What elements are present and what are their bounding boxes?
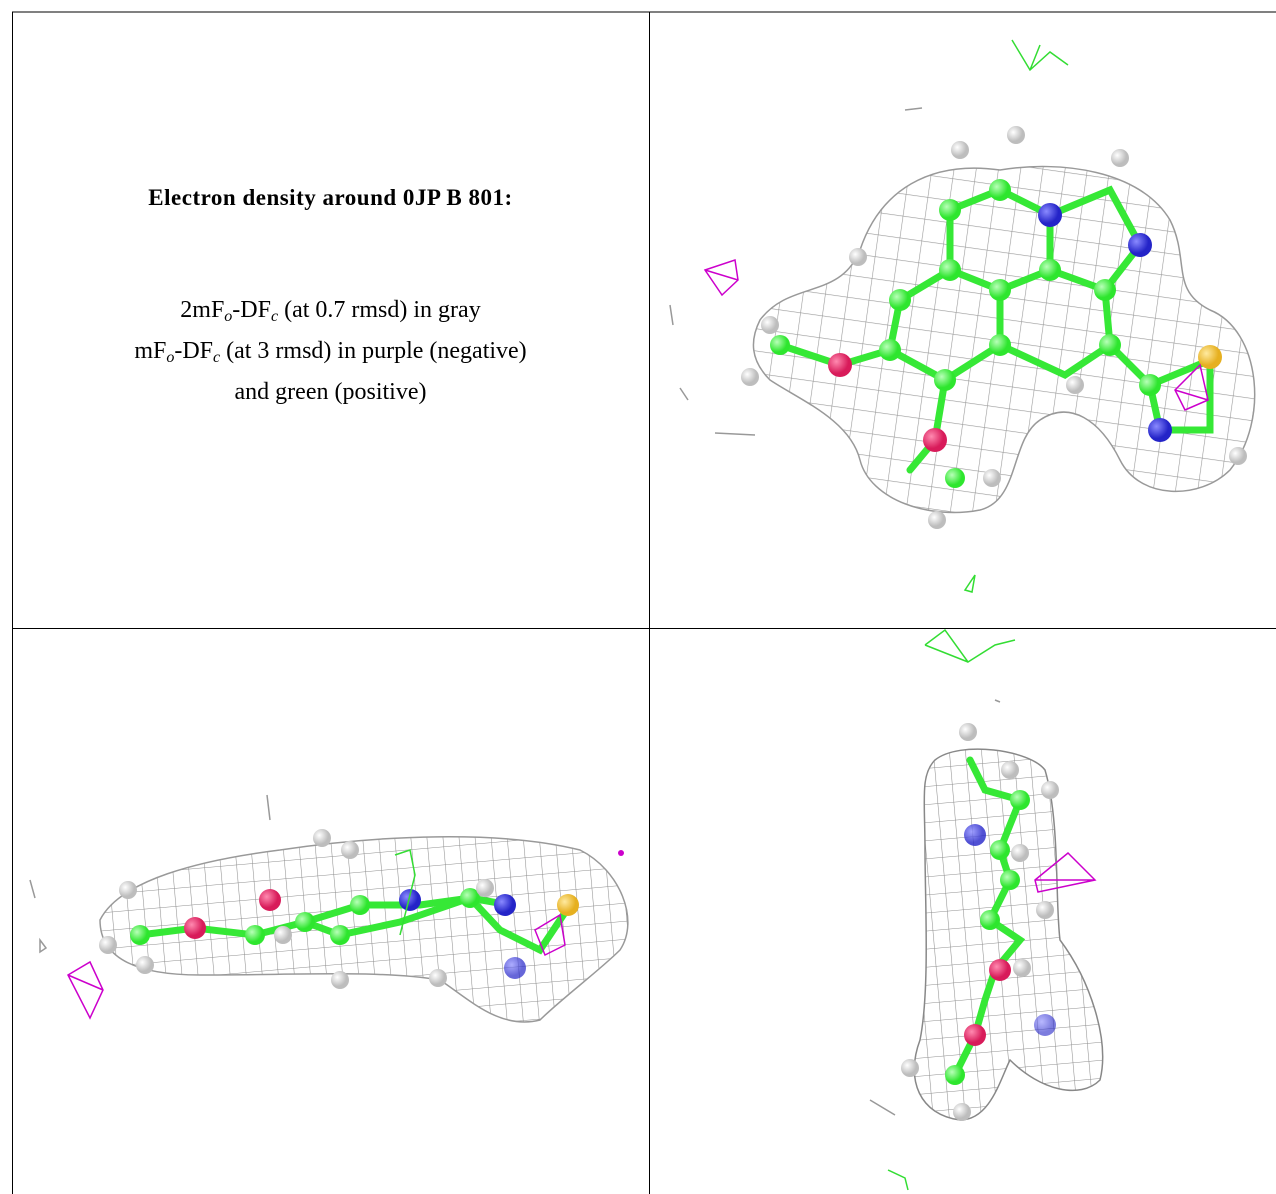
molecule-view-end <box>869 628 1104 1191</box>
panel-borders <box>12 11 1276 1194</box>
molecule-view-side <box>29 794 629 1023</box>
text: mF <box>134 338 167 364</box>
text: and green (positive) <box>234 379 427 405</box>
text: (at 0.7 rmsd) in gray <box>278 297 481 323</box>
text: 2mF <box>180 297 225 323</box>
caption-line: and green (positive) <box>13 375 648 409</box>
caption-line: 2mFo-DFc (at 0.7 rmsd) in gray <box>13 293 648 334</box>
caption-line: mFo-DFc (at 3 rmsd) in purple (negative) <box>13 334 648 375</box>
subscript: o <box>166 349 175 366</box>
text: -DF <box>174 338 213 364</box>
caption-body: 2mFo-DFc (at 0.7 rmsd) in gray mFo-DFc (… <box>13 293 648 409</box>
subscript: o <box>224 308 233 325</box>
molecule-view-top <box>669 39 1256 593</box>
caption: Electron density around 0JP B 801: 2mFo-… <box>13 13 648 627</box>
text: -DF <box>232 297 271 323</box>
subscript: c <box>270 308 279 325</box>
caption-title: Electron density around 0JP B 801: <box>148 185 513 210</box>
text: (at 3 rmsd) in purple (negative) <box>220 338 527 364</box>
subscript: c <box>213 349 221 366</box>
